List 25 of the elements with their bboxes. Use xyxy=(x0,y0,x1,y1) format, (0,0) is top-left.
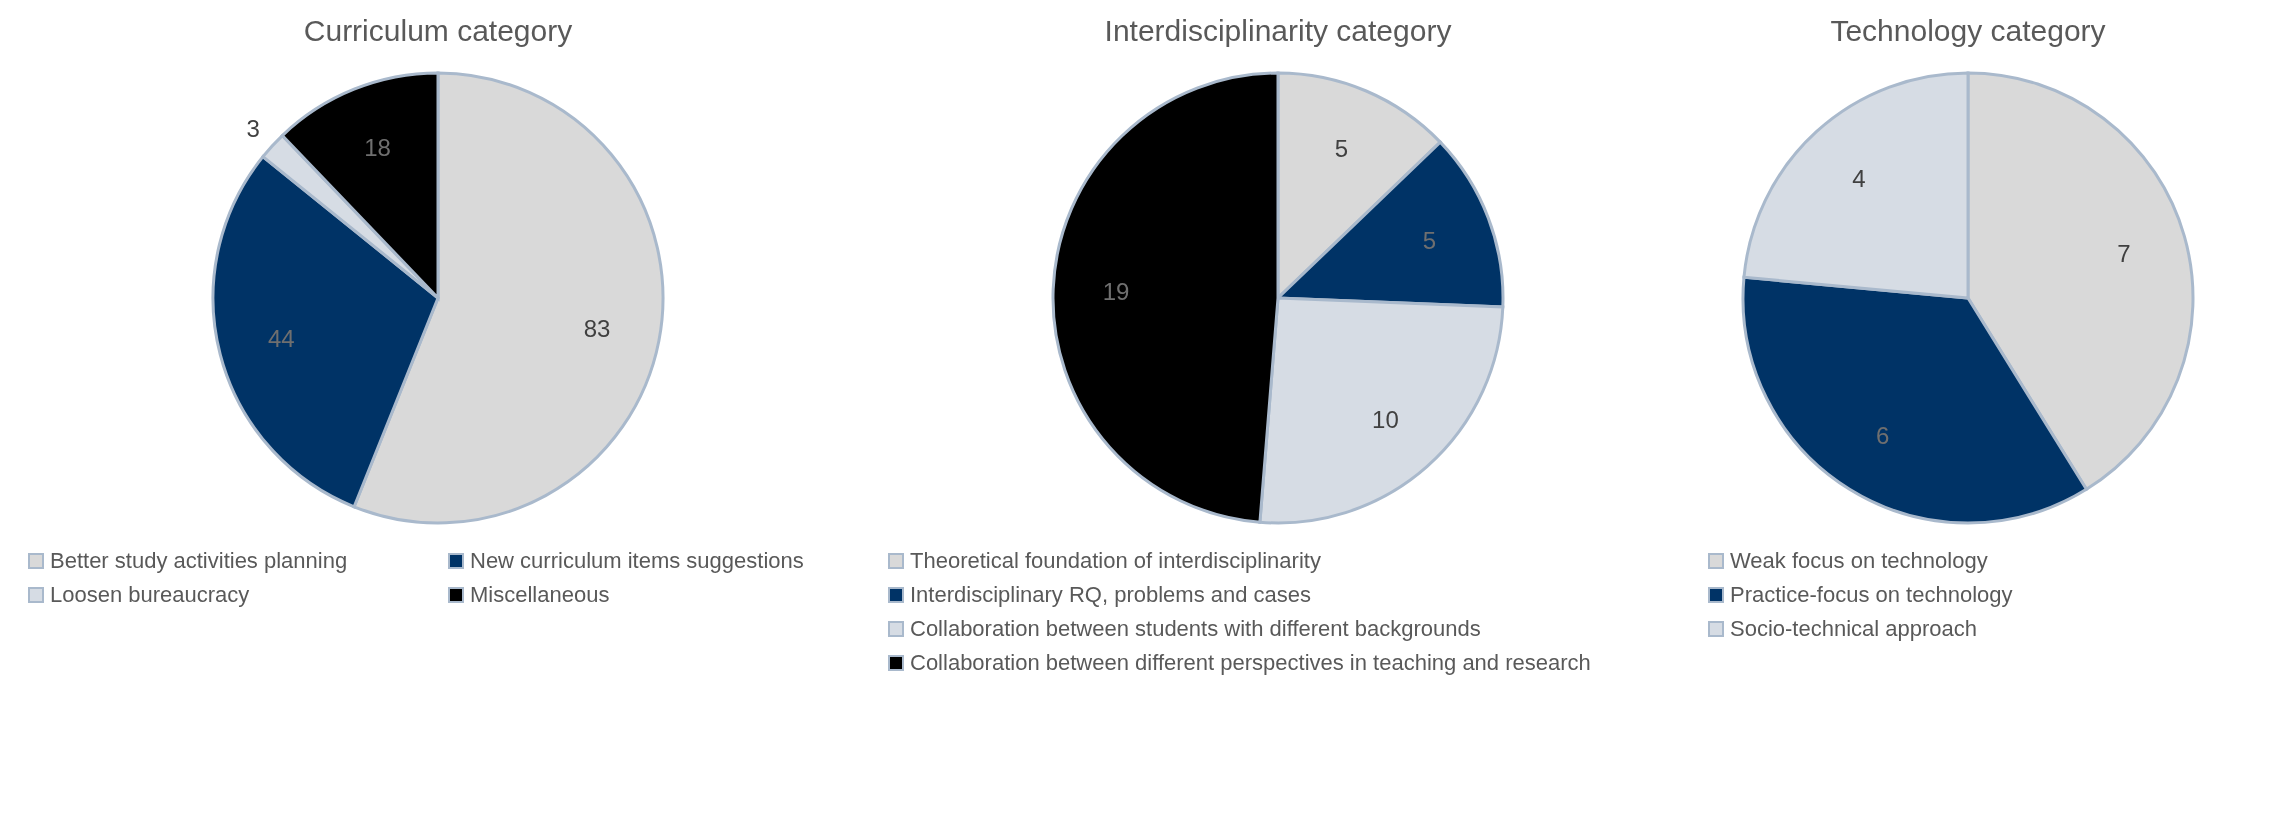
legend-label: Weak focus on technology xyxy=(1730,548,1988,574)
data-label: 18 xyxy=(364,134,391,162)
chart-title: Technology category xyxy=(1830,14,2106,48)
data-label: 6 xyxy=(1876,422,1890,450)
legend-label: Better study activities planning xyxy=(50,548,348,574)
data-label: 44 xyxy=(267,325,295,353)
legend-label: New curriculum items suggestions xyxy=(470,548,804,574)
chart-title: Interdisciplinarity category xyxy=(1104,14,1452,48)
data-label: 5 xyxy=(1334,135,1349,163)
data-label: 3 xyxy=(246,114,260,142)
data-label: 7 xyxy=(2117,240,2131,268)
legend-label: Socio-technical approach xyxy=(1730,616,1978,642)
data-label: 4 xyxy=(1852,164,1866,192)
data-label: 10 xyxy=(1372,405,1399,433)
legend-label: Loosen bureaucracy xyxy=(50,582,250,608)
data-label: 19 xyxy=(1102,277,1130,305)
legend-label: Collaboration between different perspectives in teaching and research xyxy=(910,650,1591,676)
legend-label: Miscellaneous xyxy=(470,582,610,608)
chart-title: Curriculum category xyxy=(303,14,573,48)
data-label: 5 xyxy=(1422,227,1437,255)
data-label: 83 xyxy=(583,315,611,343)
legend-label: Interdisciplinary RQ, problems and cases xyxy=(910,582,1312,608)
legend-label: Collaboration between students with different backgrounds xyxy=(910,616,1481,642)
legend-label: Practice-focus on technology xyxy=(1730,582,2013,608)
legend-label: Theoretical foundation of interdisciplinarity xyxy=(910,548,1321,574)
